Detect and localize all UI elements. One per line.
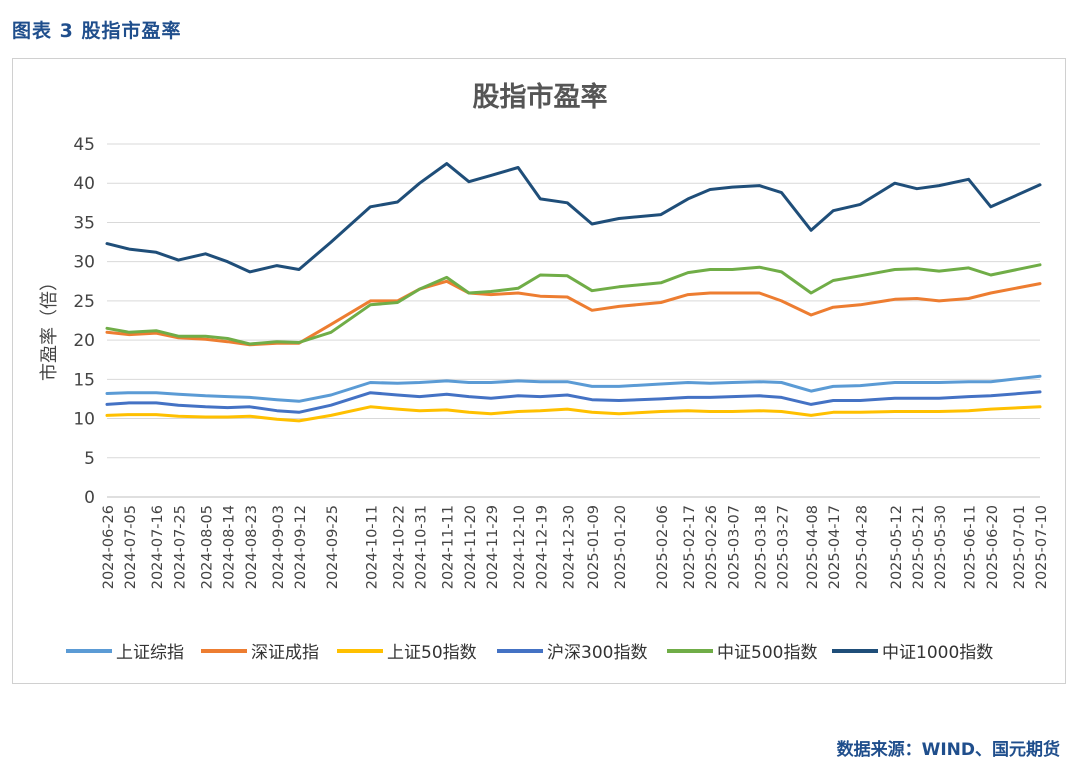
legend-item: 中证1000指数 — [832, 643, 993, 663]
x-tick-label: 2024-07-05 — [123, 505, 139, 589]
x-tick-label: 2024-06-26 — [101, 505, 117, 589]
x-tick-label: 2025-05-12 — [889, 505, 905, 589]
y-axis-label: 市盈率（倍） — [39, 273, 60, 381]
x-tick-label: 2025-04-28 — [854, 505, 870, 589]
x-tick-label: 2025-02-17 — [682, 505, 698, 589]
x-tick-label: 2025-07-01 — [1012, 505, 1028, 589]
legend-label: 上证综指 — [116, 643, 184, 663]
x-tick-label: 2025-06-20 — [985, 505, 1001, 589]
legend-item: 中证500指数 — [667, 643, 817, 663]
grid-lines — [107, 143, 1040, 498]
x-tick-label: 2024-11-29 — [485, 505, 501, 589]
x-tick-label: 2025-05-30 — [933, 505, 949, 589]
legend-label: 中证1000指数 — [882, 643, 993, 663]
series-line — [105, 279, 1042, 347]
figure-caption: 图表 3 股指市盈率 — [12, 20, 182, 42]
legend-item: 上证综指 — [66, 643, 184, 663]
y-tick-label: 25 — [73, 292, 95, 312]
y-tick-label: 15 — [73, 370, 95, 390]
x-tick-label: 2025-02-26 — [704, 505, 720, 589]
x-tick-label: 2024-09-12 — [293, 505, 309, 589]
x-tick-label: 2024-12-19 — [534, 505, 550, 589]
x-tick-label: 2024-09-25 — [325, 505, 341, 589]
x-tick-label: 2024-12-30 — [561, 505, 577, 589]
x-tick-label: 2024-07-16 — [150, 505, 166, 589]
y-tick-label: 35 — [73, 213, 95, 233]
x-tick-label: 2024-10-11 — [364, 505, 380, 589]
chart-frame — [12, 58, 1066, 684]
y-tick-label: 40 — [73, 174, 95, 194]
x-tick-label: 2025-02-06 — [655, 505, 671, 589]
x-tick-label: 2025-07-10 — [1034, 505, 1050, 589]
x-tick-label: 2024-12-10 — [512, 505, 528, 589]
data-source-note: 数据来源：WIND、国元期货 — [836, 740, 1060, 760]
x-tick-label: 2025-03-27 — [776, 505, 792, 589]
y-tick-labels: 0 5 10 15 20 25 30 35 40 45 — [73, 135, 95, 508]
legend: 上证综指 深证成指 上证50指数 沪深300指数 中证500指数 中证1000指数 — [66, 643, 993, 663]
x-tick-label: 2024-08-05 — [199, 505, 215, 589]
y-tick-label: 20 — [73, 331, 95, 351]
legend-label: 中证500指数 — [717, 643, 817, 663]
x-tick-label: 2025-01-09 — [586, 505, 602, 589]
legend-item: 深证成指 — [201, 643, 319, 663]
series-line — [105, 405, 1042, 423]
x-tick-label: 2025-06-11 — [963, 505, 979, 589]
chart-title: 股指市盈率 — [473, 81, 608, 113]
x-tick-label: 2025-03-18 — [753, 505, 769, 589]
legend-label: 深证成指 — [251, 643, 319, 663]
x-tick-label: 2025-05-21 — [911, 505, 927, 589]
y-tick-label: 45 — [73, 135, 95, 155]
x-tick-label: 2024-10-22 — [391, 505, 407, 589]
x-tick-labels: 2024-06-26 2024-07-05 2024-07-16 2024-07-25… — [101, 505, 1050, 589]
y-tick-label: 30 — [73, 253, 95, 273]
x-tick-label: 2025-04-17 — [827, 505, 843, 589]
x-tick-label: 2024-07-25 — [172, 505, 188, 589]
x-tick-label: 2025-01-20 — [613, 505, 629, 589]
y-tick-label: 5 — [84, 449, 95, 469]
x-tick-label: 2024-11-11 — [441, 505, 457, 589]
series-line — [105, 162, 1042, 274]
x-tick-label: 2025-03-07 — [726, 505, 742, 589]
series-lines — [105, 162, 1042, 423]
x-tick-label: 2024-11-20 — [463, 505, 479, 589]
x-tick-label: 2024-08-23 — [244, 505, 260, 589]
x-tick-label: 2024-09-03 — [271, 505, 287, 589]
series-line — [105, 263, 1042, 346]
x-tick-label: 2025-04-08 — [805, 505, 821, 589]
series-line — [105, 390, 1042, 414]
legend-item: 沪深300指数 — [497, 643, 647, 663]
x-tick-label: 2024-08-14 — [222, 505, 238, 589]
legend-item: 上证50指数 — [337, 643, 477, 663]
series-line — [105, 374, 1042, 403]
legend-label: 上证50指数 — [387, 643, 477, 663]
x-tick-label: 2024-10-31 — [414, 505, 430, 589]
legend-label: 沪深300指数 — [547, 643, 647, 663]
y-tick-label: 0 — [84, 488, 95, 508]
y-tick-label: 10 — [73, 410, 95, 430]
